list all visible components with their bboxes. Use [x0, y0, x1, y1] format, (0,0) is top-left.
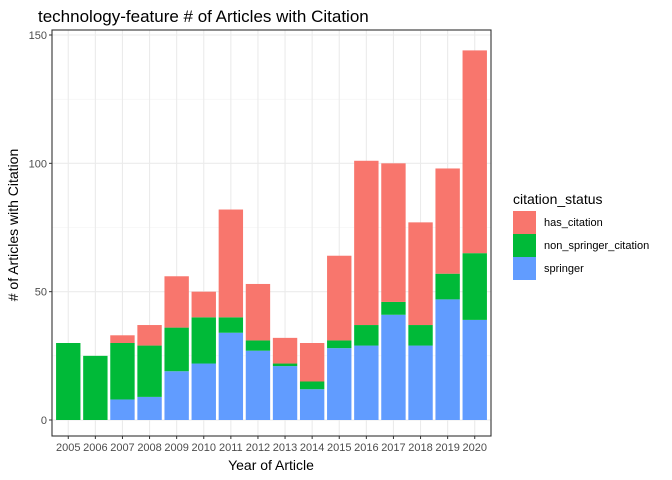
- bar-springer-2015: [327, 348, 352, 420]
- y-axis-title: # of Articles with Citation: [5, 149, 21, 302]
- x-tick-label: 2017: [381, 442, 405, 454]
- legend-key-non_springer_citation: [513, 234, 536, 257]
- legend-key-has_citation: [513, 211, 536, 234]
- x-tick-label: 2005: [56, 442, 80, 454]
- bar-non_springer_citation-2020: [462, 253, 487, 320]
- x-tick-label: 2019: [435, 442, 459, 454]
- x-tick-label: 2014: [300, 442, 324, 454]
- bar-non_springer_citation-2016: [354, 325, 379, 346]
- legend-label-non_springer_citation: non_springer_citation: [544, 240, 649, 252]
- legend-label-springer: springer: [544, 263, 584, 275]
- bar-has_citation-2019: [435, 168, 460, 274]
- bar-has_citation-2014: [299, 343, 325, 382]
- chart-title: technology-feature # of Articles with Ci…: [38, 7, 369, 26]
- bar-springer-2018: [408, 345, 433, 420]
- x-tick-label: 2009: [164, 442, 188, 454]
- bar-non_springer_citation-2018: [408, 325, 433, 346]
- bar-has_citation-2011: [218, 209, 244, 318]
- x-tick-label: 2016: [354, 442, 378, 454]
- bar-has_citation-2013: [272, 337, 298, 364]
- bar-non_springer_citation-2013: [272, 363, 298, 367]
- bar-springer-2009: [164, 371, 189, 420]
- bar-non_springer_citation-2005: [56, 343, 81, 420]
- x-tick-label: 2013: [273, 442, 297, 454]
- bar-non_springer_citation-2014: [299, 381, 325, 390]
- bar-has_citation-2015: [327, 255, 352, 341]
- bar-springer-2016: [354, 345, 379, 420]
- bar-springer-2014: [299, 389, 325, 420]
- legend-label-has_citation: has_citation: [544, 217, 603, 229]
- x-tick-label: 2015: [327, 442, 351, 454]
- y-tick-label: 100: [29, 158, 47, 170]
- bar-has_citation-2016: [354, 160, 379, 326]
- x-tick-label: 2011: [219, 442, 243, 454]
- y-tick-label: 0: [41, 415, 47, 427]
- bar-has_citation-2007: [110, 335, 135, 343]
- bar-has_citation-2017: [381, 163, 406, 302]
- bar-has_citation-2009: [164, 276, 189, 328]
- x-tick-label: 2007: [110, 442, 134, 454]
- x-tick-label: 2020: [462, 442, 486, 454]
- x-tick-label: 2010: [192, 442, 216, 454]
- legend: citation_status has_citation non_springer…: [513, 191, 649, 280]
- bar-springer-2007: [110, 399, 135, 420]
- bar-non_springer_citation-2017: [381, 301, 406, 315]
- panel-border: [51, 29, 492, 437]
- bar-springer-2017: [381, 314, 406, 420]
- x-tick-label: 2012: [246, 442, 270, 454]
- bar-springer-2010: [191, 363, 216, 420]
- bar-springer-2020: [462, 319, 487, 420]
- y-tick-label: 150: [29, 30, 47, 42]
- x-axis-title: Year of Article: [228, 457, 314, 473]
- bar-springer-2019: [435, 299, 460, 420]
- bar-has_citation-2020: [462, 50, 487, 254]
- bar-non_springer_citation-2012: [245, 340, 271, 351]
- bar-non_springer_citation-2007: [110, 343, 135, 400]
- legend-key-springer: [513, 257, 536, 280]
- bar-has_citation-2018: [408, 222, 433, 326]
- bar-non_springer_citation-2019: [435, 273, 460, 300]
- bar-non_springer_citation-2008: [137, 345, 162, 397]
- y-tick-label: 50: [35, 287, 47, 299]
- bar-springer-2011: [218, 332, 244, 420]
- bar-has_citation-2010: [191, 291, 216, 318]
- bar-non_springer_citation-2011: [218, 317, 244, 333]
- bar-non_springer_citation-2010: [191, 317, 216, 364]
- bar-non_springer_citation-2006: [83, 355, 108, 420]
- bar-non_springer_citation-2009: [164, 327, 189, 372]
- legend-title: citation_status: [513, 191, 603, 207]
- bar-springer-2008: [137, 396, 162, 420]
- x-tick-label: 2018: [408, 442, 432, 454]
- x-tick-label: 2006: [83, 442, 107, 454]
- bar-has_citation-2008: [137, 325, 162, 346]
- bar-non_springer_citation-2015: [327, 340, 352, 349]
- bar-has_citation-2012: [245, 283, 271, 341]
- x-tick-label: 2008: [137, 442, 161, 454]
- bar-springer-2012: [245, 350, 271, 420]
- bar-springer-2013: [272, 366, 298, 420]
